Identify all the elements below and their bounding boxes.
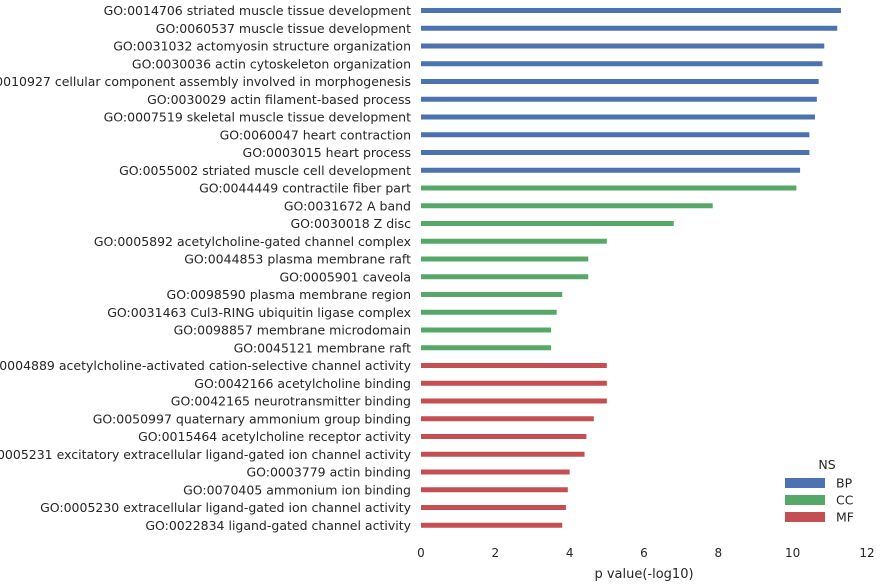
legend-label-mf: MF	[836, 510, 854, 525]
legend-swatch-bp	[785, 478, 825, 488]
category-label: GO:0030036 actin cytoskeleton organizati…	[132, 56, 411, 71]
bar-bp	[421, 114, 815, 120]
category-label: GO:0031032 actomyosin structure organiza…	[113, 39, 411, 54]
category-label: GO:0098590 plasma membrane region	[167, 287, 411, 302]
bars-layer	[421, 8, 841, 528]
bar-mf	[421, 380, 607, 386]
legend-label-cc: CC	[836, 493, 854, 508]
bar-cc	[421, 221, 674, 226]
bar-mf	[421, 398, 607, 404]
bar-bp	[421, 61, 823, 67]
category-labels-layer: GO:0014706 striated muscle tissue develo…	[0, 3, 412, 533]
category-label: GO:0031463 Cul3-RING ubiquitin ligase co…	[107, 305, 411, 320]
category-label: GO:0007519 skeletal muscle tissue develo…	[104, 110, 411, 125]
category-label: GO:0004889 acetylcholine-activated catio…	[0, 358, 412, 373]
bar-cc	[421, 238, 607, 244]
category-label: GO:0070405 ammonium ion binding	[183, 482, 411, 497]
x-tick-label: 0	[417, 546, 425, 560]
x-tick-label: 2	[492, 546, 500, 560]
category-label: GO:0022834 ligand-gated channel activity	[145, 518, 411, 533]
bar-cc	[421, 274, 589, 280]
bar-cc	[421, 309, 557, 315]
x-axis: 0 2 4 6 8 10 12	[417, 546, 874, 560]
category-label: GO:0098857 membrane microdomain	[174, 323, 411, 338]
category-label: GO:0005231 excitatory extracellular liga…	[0, 447, 412, 462]
category-label: GO:0060537 muscle tissue development	[156, 21, 411, 36]
category-label: GO:0014706 striated muscle tissue develo…	[104, 3, 412, 18]
x-tick-label: 6	[640, 546, 648, 560]
bar-bp	[421, 8, 841, 13]
category-label: GO:0030029 actin filament-based process	[147, 92, 411, 107]
legend-swatch-cc	[785, 495, 825, 505]
category-label: GO:0060047 heart contraction	[220, 127, 411, 142]
category-label: GO:0005230 extracellular ligand-gated io…	[40, 500, 412, 515]
legend: NS BP CC MF	[785, 457, 854, 525]
category-label: GO:0042166 acetylcholine binding	[194, 376, 411, 391]
x-tick-label: 8	[715, 546, 723, 560]
bar-cc	[421, 327, 552, 333]
bar-bp	[421, 79, 819, 84]
category-label: GO:0005892 acetylcholine-gated channel c…	[94, 234, 411, 249]
bar-cc	[421, 345, 552, 351]
bar-bp	[421, 150, 810, 155]
bar-mf	[421, 451, 585, 457]
category-label: GO:0015464 acetylcholine receptor activi…	[138, 429, 412, 444]
category-label: GO:0044449 contractile fiber part	[199, 181, 411, 196]
category-label: GO:0045121 membrane raft	[234, 340, 412, 355]
x-tick-label: 12	[859, 546, 874, 560]
category-label: GO:0005901 caveola	[279, 269, 411, 284]
bar-bp	[421, 96, 817, 102]
bar-mf	[421, 522, 563, 528]
x-tick-label: 4	[566, 546, 574, 560]
bar-cc	[421, 185, 797, 191]
category-label: GO:0030018 Z disc	[291, 216, 412, 231]
category-label: GO:0010927 cellular component assembly i…	[0, 74, 411, 89]
legend-label-bp: BP	[836, 476, 853, 491]
bar-mf	[421, 363, 607, 368]
bar-cc	[421, 292, 563, 297]
bar-bp	[421, 167, 801, 173]
bar-mf	[421, 505, 566, 510]
bar-bp	[421, 132, 810, 138]
x-axis-title: p value(-log10)	[594, 567, 693, 582]
bar-bp	[421, 43, 825, 49]
category-label: GO:0031672 A band	[284, 198, 411, 213]
bar-bp	[421, 25, 838, 31]
category-label: GO:0003779 actin binding	[246, 465, 411, 480]
bar-mf	[421, 416, 594, 422]
category-label: GO:0003015 heart process	[243, 145, 411, 160]
legend-swatch-mf	[785, 512, 825, 522]
category-label: GO:0055002 striated muscle cell developm…	[119, 163, 411, 178]
bar-mf	[421, 487, 568, 493]
category-label: GO:0042165 neurotransmitter binding	[171, 394, 411, 409]
category-label: GO:0050997 quaternary ammonium group bin…	[93, 411, 411, 426]
x-tick-label: 10	[785, 546, 800, 560]
bar-cc	[421, 256, 589, 262]
legend-title: NS	[818, 457, 835, 472]
bar-mf	[421, 469, 570, 475]
bar-mf	[421, 434, 587, 439]
bar-cc	[421, 203, 713, 209]
category-label: GO:0044853 plasma membrane raft	[184, 252, 411, 267]
